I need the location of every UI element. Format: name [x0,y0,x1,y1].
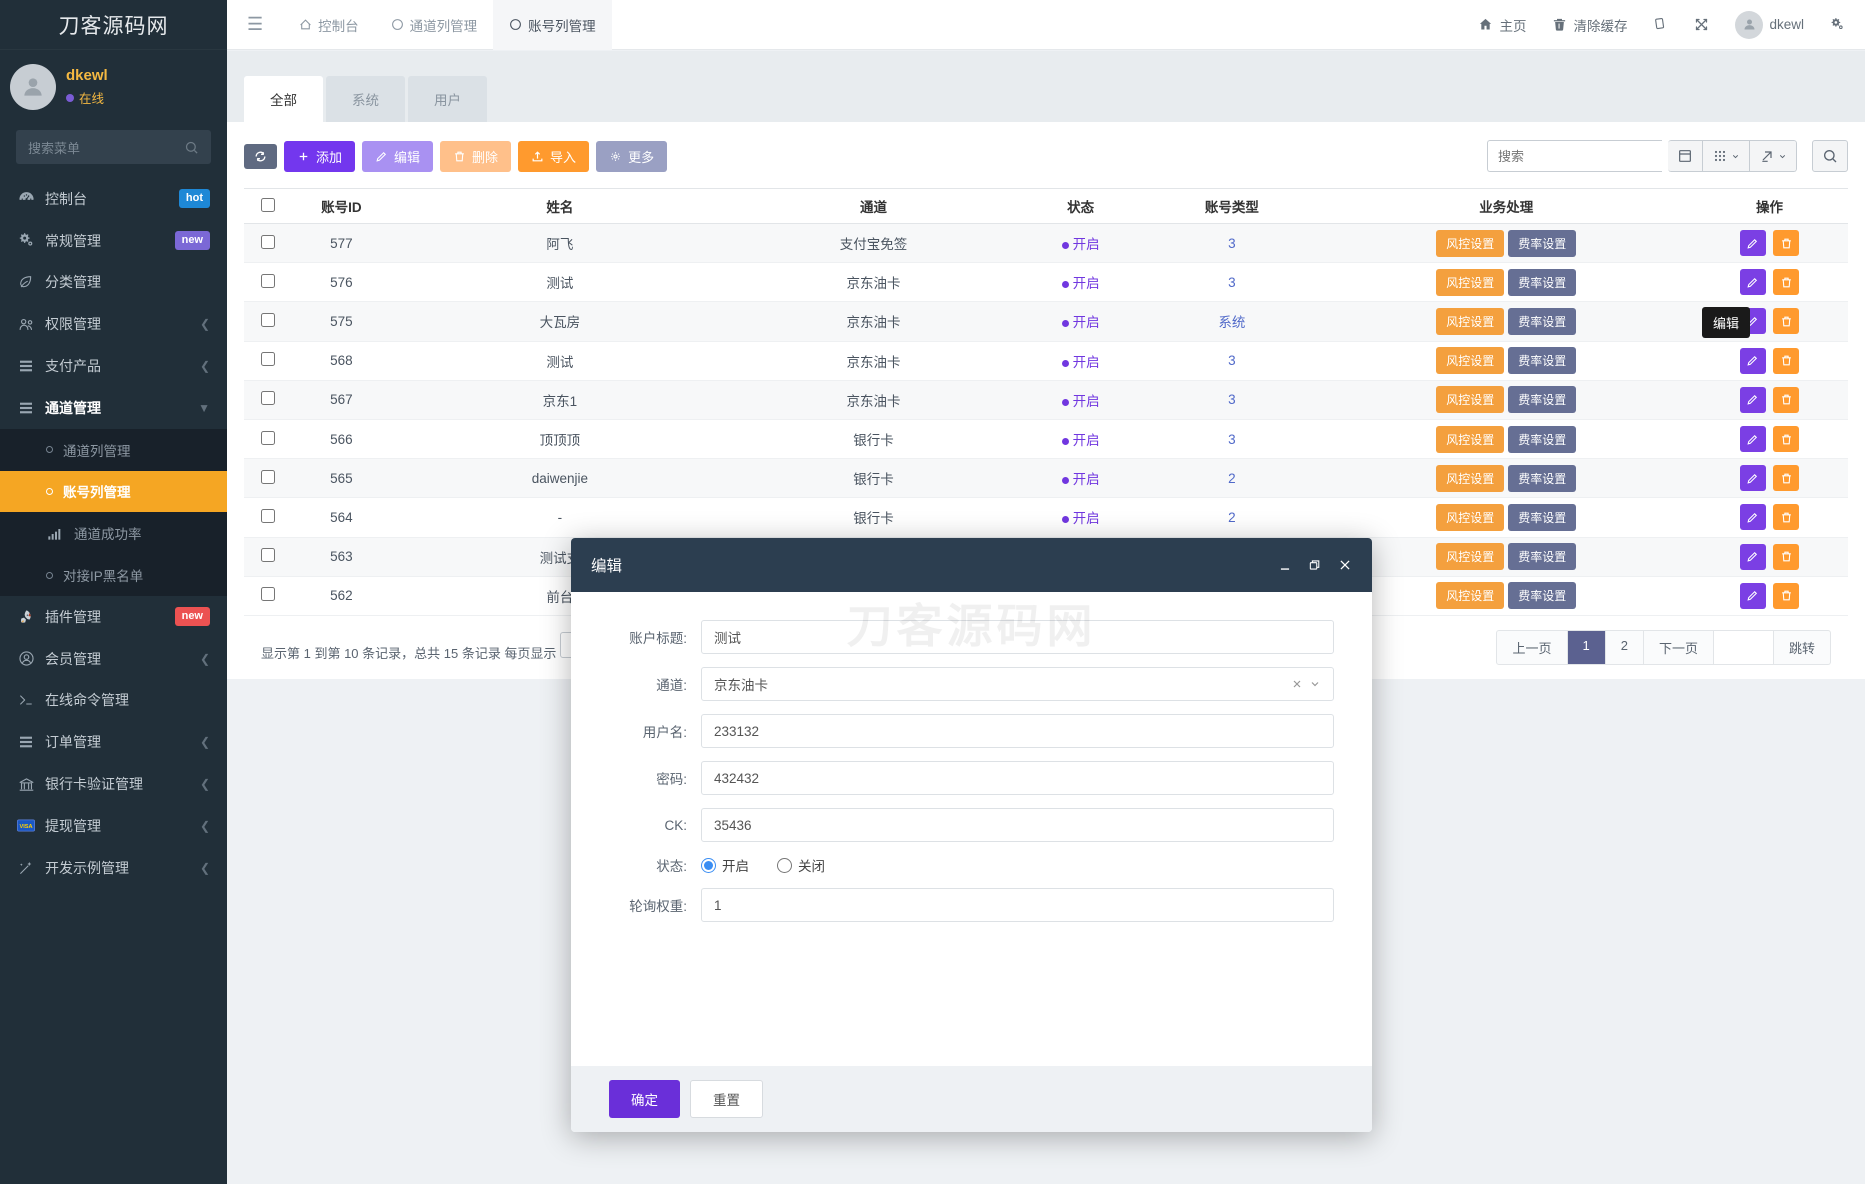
svg-text:VISA: VISA [19,824,32,830]
